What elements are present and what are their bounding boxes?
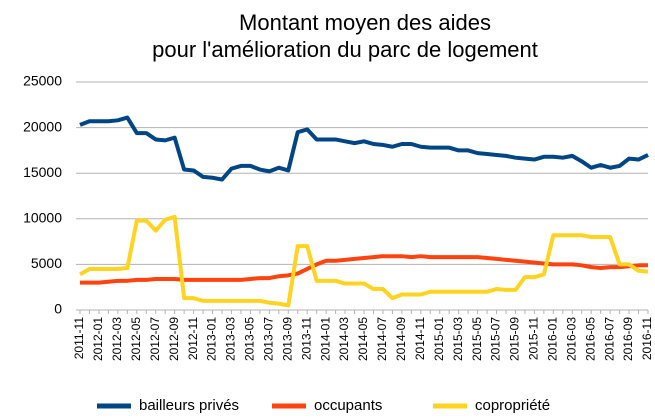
x-tick-label: 2015-11 — [527, 317, 541, 360]
x-tick-label: 2016-07 — [602, 317, 616, 361]
x-tick-label: 2013-01 — [205, 317, 219, 361]
y-tick-label: 10000 — [23, 210, 62, 226]
x-tick-label: 2014-05 — [356, 317, 370, 361]
x-tick-label: 2013-03 — [224, 317, 238, 361]
x-tick-label: 2016-11 — [640, 317, 654, 360]
legend-label: occupants — [314, 397, 382, 414]
y-tick-label: 25000 — [23, 73, 62, 89]
x-tick-label: 2015-03 — [451, 317, 465, 361]
x-tick-label: 2013-05 — [243, 317, 257, 361]
chart-title: pour l'amélioration du parc de logement — [152, 37, 538, 62]
y-tick-label: 15000 — [23, 164, 62, 180]
series-line — [79, 115, 649, 182]
x-tick-label: 2015-05 — [470, 317, 484, 361]
x-tick-label: 2013-07 — [262, 317, 276, 361]
x-tick-label: 2012-05 — [129, 317, 143, 361]
x-tick-label: 2014-11 — [413, 317, 427, 360]
x-tick-label: 2012-01 — [91, 317, 105, 361]
x-tick-label: 2014-03 — [337, 317, 351, 361]
chart-title: Montant moyen des aides — [239, 10, 491, 35]
series-line — [78, 214, 649, 308]
x-tick-label: 2015-09 — [508, 317, 522, 361]
legend-label: copropriété — [475, 397, 550, 414]
x-tick-label: 2012-03 — [110, 317, 124, 361]
x-tick-label: 2015-07 — [489, 317, 503, 361]
x-tick-label: 2016-03 — [564, 317, 578, 361]
y-tick-label: 5000 — [31, 255, 62, 271]
x-tick-label: 2016-09 — [621, 317, 635, 361]
x-tick-label: 2013-11 — [299, 317, 313, 360]
series-line — [80, 254, 648, 285]
x-tick-label: 2012-07 — [148, 317, 162, 361]
x-tick-label: 2012-09 — [167, 317, 181, 361]
y-tick-label: 20000 — [23, 118, 62, 134]
x-tick-label: 2011-11 — [72, 317, 86, 360]
x-tick-label: 2016-05 — [583, 317, 597, 361]
x-tick-label: 2013-09 — [280, 317, 294, 361]
x-tick-label: 2014-09 — [394, 317, 408, 361]
legend-label: bailleurs privés — [139, 397, 239, 414]
x-tick-label: 2015-01 — [432, 317, 446, 361]
x-tick-label: 2014-01 — [318, 317, 332, 361]
x-tick-label: 2016-01 — [546, 317, 560, 361]
x-tick-label: 2014-07 — [375, 317, 389, 361]
x-tick-label: 2012-11 — [186, 317, 200, 360]
y-tick-label: 0 — [54, 301, 62, 317]
